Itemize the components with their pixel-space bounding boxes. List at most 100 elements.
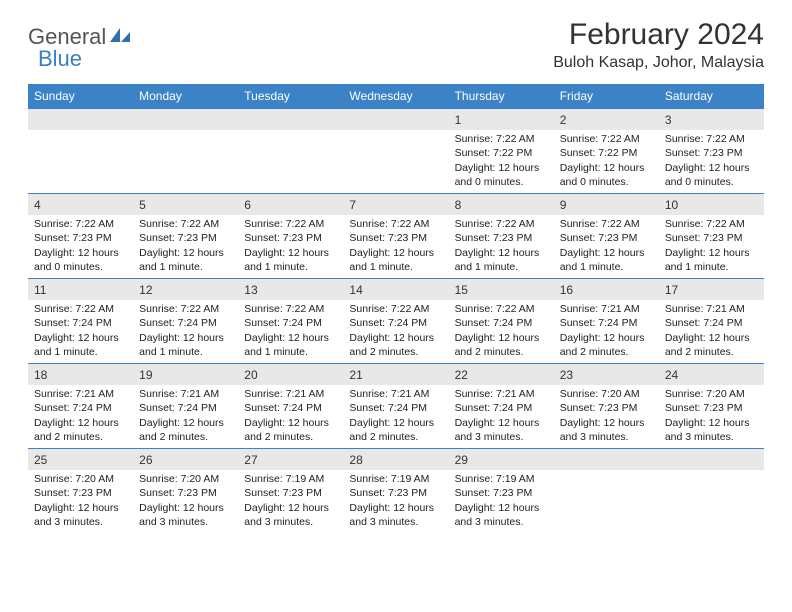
sunrise-text: Sunrise: 7:22 AM [244, 217, 337, 231]
calendar-weekday-header: SundayMondayTuesdayWednesdayThursdayFrid… [28, 84, 764, 108]
day-number: 16 [554, 279, 659, 300]
logo-sail-icon [110, 26, 132, 49]
daylight-text: Daylight: 12 hours and 1 minute. [244, 246, 337, 274]
calendar-cell [238, 109, 343, 193]
day-content: Sunrise: 7:20 AMSunset: 7:23 PMDaylight:… [659, 385, 764, 448]
calendar-cell: 8Sunrise: 7:22 AMSunset: 7:23 PMDaylight… [449, 194, 554, 278]
calendar-row: 25Sunrise: 7:20 AMSunset: 7:23 PMDayligh… [28, 448, 764, 533]
daylight-text: Daylight: 12 hours and 2 minutes. [139, 416, 232, 444]
header: General February 2024 Buloh Kasap, Johor… [28, 18, 764, 72]
sunrise-text: Sunrise: 7:21 AM [349, 387, 442, 401]
page-subtitle: Buloh Kasap, Johor, Malaysia [553, 54, 764, 72]
calendar-cell: 7Sunrise: 7:22 AMSunset: 7:23 PMDaylight… [343, 194, 448, 278]
sunrise-text: Sunrise: 7:21 AM [665, 302, 758, 316]
calendar: SundayMondayTuesdayWednesdayThursdayFrid… [28, 84, 764, 533]
sunrise-text: Sunrise: 7:22 AM [34, 302, 127, 316]
day-number: 13 [238, 279, 343, 300]
daylight-text: Daylight: 12 hours and 3 minutes. [455, 416, 548, 444]
day-content: Sunrise: 7:21 AMSunset: 7:24 PMDaylight:… [28, 385, 133, 448]
day-content: Sunrise: 7:21 AMSunset: 7:24 PMDaylight:… [133, 385, 238, 448]
day-number: 9 [554, 194, 659, 215]
daylight-text: Daylight: 12 hours and 0 minutes. [34, 246, 127, 274]
day-number: 11 [28, 279, 133, 300]
sunrise-text: Sunrise: 7:22 AM [34, 217, 127, 231]
sunset-text: Sunset: 7:23 PM [665, 401, 758, 415]
sunrise-text: Sunrise: 7:22 AM [349, 302, 442, 316]
calendar-cell: 21Sunrise: 7:21 AMSunset: 7:24 PMDayligh… [343, 364, 448, 448]
day-content: Sunrise: 7:22 AMSunset: 7:23 PMDaylight:… [343, 215, 448, 278]
day-content: Sunrise: 7:21 AMSunset: 7:24 PMDaylight:… [449, 385, 554, 448]
daylight-text: Daylight: 12 hours and 3 minutes. [349, 501, 442, 529]
calendar-cell: 26Sunrise: 7:20 AMSunset: 7:23 PMDayligh… [133, 449, 238, 533]
day-number: 8 [449, 194, 554, 215]
weekday-header-cell: Monday [133, 84, 238, 108]
day-content: Sunrise: 7:22 AMSunset: 7:23 PMDaylight:… [449, 215, 554, 278]
day-content: Sunrise: 7:22 AMSunset: 7:23 PMDaylight:… [554, 215, 659, 278]
daylight-text: Daylight: 12 hours and 3 minutes. [139, 501, 232, 529]
sunset-text: Sunset: 7:23 PM [349, 486, 442, 500]
weekday-header-cell: Tuesday [238, 84, 343, 108]
day-number: 29 [449, 449, 554, 470]
sunrise-text: Sunrise: 7:21 AM [34, 387, 127, 401]
daylight-text: Daylight: 12 hours and 0 minutes. [560, 161, 653, 189]
day-content: Sunrise: 7:22 AMSunset: 7:24 PMDaylight:… [133, 300, 238, 363]
daylight-text: Daylight: 12 hours and 2 minutes. [349, 331, 442, 359]
calendar-row: 18Sunrise: 7:21 AMSunset: 7:24 PMDayligh… [28, 363, 764, 448]
calendar-cell: 2Sunrise: 7:22 AMSunset: 7:22 PMDaylight… [554, 109, 659, 193]
day-content: Sunrise: 7:22 AMSunset: 7:24 PMDaylight:… [238, 300, 343, 363]
calendar-cell: 19Sunrise: 7:21 AMSunset: 7:24 PMDayligh… [133, 364, 238, 448]
calendar-row: 1Sunrise: 7:22 AMSunset: 7:22 PMDaylight… [28, 108, 764, 193]
calendar-cell: 27Sunrise: 7:19 AMSunset: 7:23 PMDayligh… [238, 449, 343, 533]
day-content: Sunrise: 7:22 AMSunset: 7:24 PMDaylight:… [449, 300, 554, 363]
sunset-text: Sunset: 7:23 PM [665, 146, 758, 160]
daylight-text: Daylight: 12 hours and 1 minute. [244, 331, 337, 359]
day-number: 10 [659, 194, 764, 215]
day-content: Sunrise: 7:22 AMSunset: 7:22 PMDaylight:… [554, 130, 659, 193]
sunrise-text: Sunrise: 7:22 AM [665, 132, 758, 146]
day-content: Sunrise: 7:20 AMSunset: 7:23 PMDaylight:… [554, 385, 659, 448]
daylight-text: Daylight: 12 hours and 3 minutes. [455, 501, 548, 529]
sunset-text: Sunset: 7:23 PM [455, 486, 548, 500]
daylight-text: Daylight: 12 hours and 3 minutes. [244, 501, 337, 529]
day-content: Sunrise: 7:22 AMSunset: 7:23 PMDaylight:… [659, 215, 764, 278]
day-number: 18 [28, 364, 133, 385]
day-number: 24 [659, 364, 764, 385]
calendar-cell: 16Sunrise: 7:21 AMSunset: 7:24 PMDayligh… [554, 279, 659, 363]
sunrise-text: Sunrise: 7:21 AM [244, 387, 337, 401]
day-number: 25 [28, 449, 133, 470]
sunrise-text: Sunrise: 7:19 AM [455, 472, 548, 486]
calendar-cell: 17Sunrise: 7:21 AMSunset: 7:24 PMDayligh… [659, 279, 764, 363]
calendar-cell: 11Sunrise: 7:22 AMSunset: 7:24 PMDayligh… [28, 279, 133, 363]
sunset-text: Sunset: 7:23 PM [139, 486, 232, 500]
day-content: Sunrise: 7:21 AMSunset: 7:24 PMDaylight:… [554, 300, 659, 363]
day-number-empty [238, 109, 343, 130]
logo-text-blue: Blue [38, 46, 82, 71]
day-number: 21 [343, 364, 448, 385]
sunset-text: Sunset: 7:24 PM [139, 316, 232, 330]
day-number-empty [659, 449, 764, 470]
day-content: Sunrise: 7:22 AMSunset: 7:23 PMDaylight:… [133, 215, 238, 278]
calendar-cell [343, 109, 448, 193]
calendar-cell: 10Sunrise: 7:22 AMSunset: 7:23 PMDayligh… [659, 194, 764, 278]
sunset-text: Sunset: 7:24 PM [665, 316, 758, 330]
day-number: 20 [238, 364, 343, 385]
calendar-cell: 12Sunrise: 7:22 AMSunset: 7:24 PMDayligh… [133, 279, 238, 363]
day-content: Sunrise: 7:21 AMSunset: 7:24 PMDaylight:… [659, 300, 764, 363]
day-content: Sunrise: 7:19 AMSunset: 7:23 PMDaylight:… [449, 470, 554, 533]
sunset-text: Sunset: 7:22 PM [560, 146, 653, 160]
day-number: 1 [449, 109, 554, 130]
sunset-text: Sunset: 7:23 PM [244, 486, 337, 500]
calendar-cell: 13Sunrise: 7:22 AMSunset: 7:24 PMDayligh… [238, 279, 343, 363]
day-number: 12 [133, 279, 238, 300]
sunset-text: Sunset: 7:23 PM [560, 401, 653, 415]
daylight-text: Daylight: 12 hours and 1 minute. [139, 246, 232, 274]
sunset-text: Sunset: 7:24 PM [34, 316, 127, 330]
day-number: 27 [238, 449, 343, 470]
calendar-cell [133, 109, 238, 193]
daylight-text: Daylight: 12 hours and 3 minutes. [665, 416, 758, 444]
daylight-text: Daylight: 12 hours and 2 minutes. [455, 331, 548, 359]
page-title: February 2024 [553, 18, 764, 52]
daylight-text: Daylight: 12 hours and 2 minutes. [665, 331, 758, 359]
daylight-text: Daylight: 12 hours and 1 minute. [349, 246, 442, 274]
calendar-cell: 14Sunrise: 7:22 AMSunset: 7:24 PMDayligh… [343, 279, 448, 363]
